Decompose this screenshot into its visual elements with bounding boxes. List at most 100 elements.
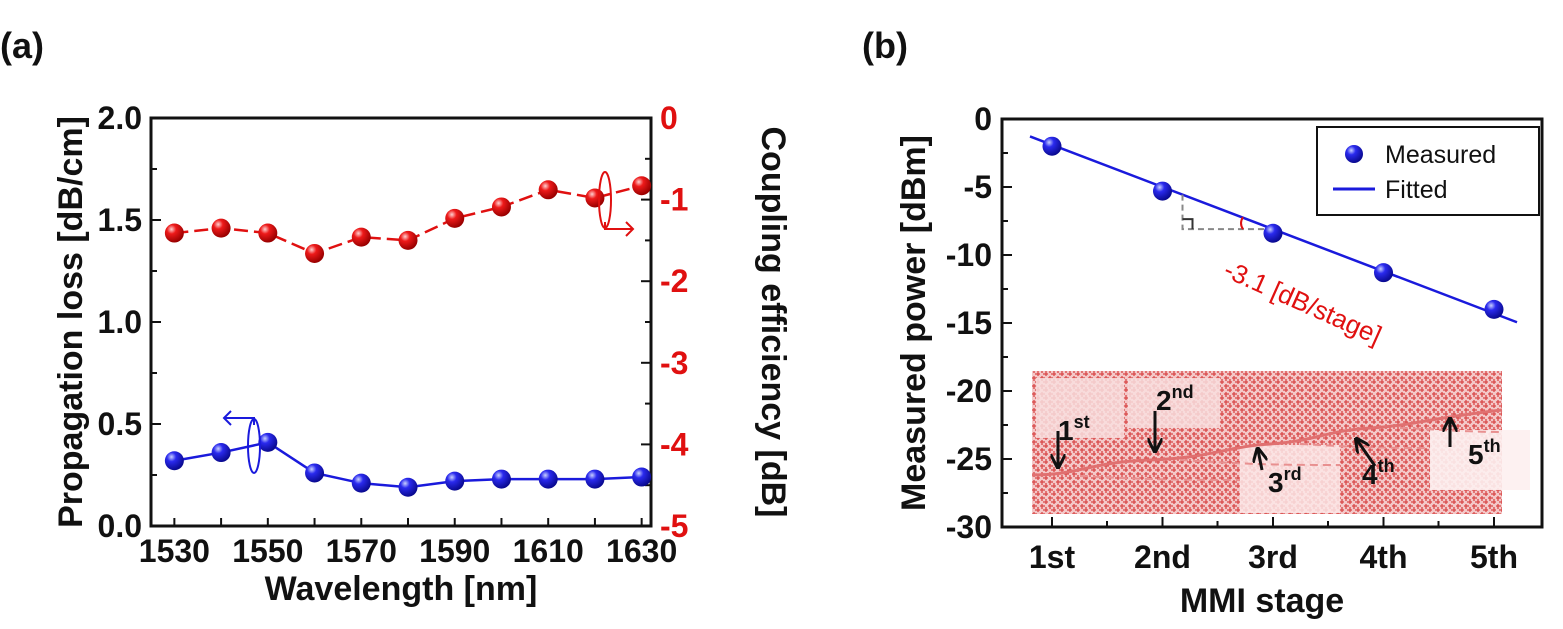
- x-tick-label-b: 3rd: [1248, 539, 1298, 575]
- panel-b-label: (b): [862, 25, 908, 66]
- coupling-efficiency-point: [538, 180, 558, 200]
- stage-arrow-icon: [1258, 450, 1262, 471]
- y-tick-label-b: 0: [974, 101, 992, 137]
- y-tick-label-b: -20: [946, 373, 992, 409]
- coupling-efficiency-point: [351, 227, 371, 247]
- y-axis-title-b: Measured power [dBm]: [895, 135, 933, 511]
- coupling-efficiency-point: [491, 197, 511, 217]
- right-axis-indicator-icon: [598, 171, 635, 237]
- x-tick-label-a: 1590: [419, 533, 490, 569]
- propagation-loss-point: [491, 469, 511, 489]
- stage-label-number: 2: [1156, 385, 1172, 416]
- stage-label-suffix: th: [1378, 456, 1395, 476]
- coupling-efficiency-point: [398, 230, 418, 250]
- left-tick-label-a: 1.0: [98, 304, 142, 340]
- right-tick-label-a: -3: [660, 345, 688, 381]
- x-tick-label-a: 1550: [232, 533, 303, 569]
- stage-label-suffix: nd: [1172, 382, 1194, 402]
- inset-pad: [1128, 378, 1220, 428]
- stage-label: 1st: [1058, 412, 1090, 446]
- x-tick-label-b: 5th: [1470, 539, 1518, 575]
- coupling-efficiency-point: [632, 176, 652, 196]
- stage-label: 5th: [1468, 436, 1501, 470]
- stage-arrow-icon: [1357, 440, 1377, 467]
- x-tick-label-a: 1630: [606, 533, 677, 569]
- stage-label-number: 4: [1362, 459, 1378, 490]
- y-tick-label-b: -10: [946, 237, 992, 273]
- coupling-efficiency-point: [258, 223, 278, 243]
- propagation-loss-point: [211, 443, 231, 463]
- measured-point: [1042, 136, 1062, 156]
- measured-point: [1153, 181, 1172, 201]
- x-tick-label-b: 4th: [1360, 539, 1408, 575]
- legend: Measured Fitted: [1316, 126, 1540, 216]
- left-axis-title-a: Propagation loss [dB/cm]: [52, 116, 90, 528]
- stage-label-suffix: st: [1074, 412, 1090, 432]
- panel-a-chart: 1530 1550 1570 1590 1610 1630 0.0 0.5 1.0 1.5 2.0 -…: [52, 100, 792, 608]
- panel-a-label: (a): [0, 25, 44, 66]
- left-tick-label-a: 0.5: [98, 406, 142, 442]
- right-tick-label-a: -2: [660, 263, 688, 299]
- right-angle-icon: [1182, 218, 1194, 230]
- x-axis-title-b: MMI stage: [1180, 582, 1344, 620]
- stage-label-suffix: rd: [1284, 464, 1302, 484]
- left-tick-label-a: 2.0: [98, 100, 142, 136]
- right-tick-label-a: -4: [660, 426, 689, 462]
- coupling-efficiency-point: [164, 223, 184, 243]
- left-tick-label-a: 1.5: [98, 202, 142, 238]
- stage-label: 3rd: [1268, 464, 1302, 498]
- slope-angle-arc: [1240, 216, 1244, 230]
- x-tick-label-a: 1570: [326, 533, 397, 569]
- stage-label-number: 3: [1268, 467, 1284, 498]
- plot-frame-a: [149, 116, 653, 528]
- stage-label-suffix: th: [1484, 436, 1501, 456]
- right-tick-label-a: 0: [660, 100, 678, 136]
- waveguide-path: [1031, 408, 1503, 477]
- y-tick-label-b: -5: [964, 169, 992, 205]
- propagation-loss-point: [398, 477, 418, 497]
- right-tick-label-a: -5: [660, 508, 688, 544]
- legend-box: [1316, 126, 1540, 216]
- inset-pad: [1430, 430, 1530, 490]
- right-axis-title-a: Coupling efficiency [dB]: [754, 127, 792, 518]
- propagation-loss-point: [164, 451, 184, 471]
- inset-pad: [1036, 378, 1124, 438]
- propagation-loss-point: [585, 469, 605, 489]
- stage-label: 4th: [1362, 456, 1395, 490]
- x-axis-title-a: Wavelength [nm]: [265, 570, 538, 608]
- coupling-efficiency-point: [211, 218, 231, 238]
- legend-measured-marker: [1345, 145, 1363, 163]
- x-tick-label-a: 1610: [513, 533, 584, 569]
- propagation-loss-point: [351, 473, 371, 493]
- propagation-loss-point: [305, 463, 325, 483]
- coupling-efficiency-point: [305, 243, 325, 263]
- propagation-loss-point: [258, 432, 278, 452]
- legend-measured-label: Measured: [1385, 141, 1496, 169]
- legend-fitted-label: Fitted: [1385, 176, 1448, 204]
- stage-label: 2nd: [1156, 382, 1194, 416]
- propagation-loss-point: [632, 467, 652, 487]
- y-tick-label-b: -15: [946, 305, 992, 341]
- measured-point: [1374, 263, 1393, 283]
- measured-point: [1263, 223, 1283, 243]
- x-tick-label-b: 2nd: [1134, 539, 1191, 575]
- coupling-efficiency-point: [445, 208, 465, 228]
- left-axis-indicator-icon: [222, 410, 261, 474]
- x-tick-label-b: 1st: [1029, 539, 1076, 575]
- right-tick-label-a: -1: [660, 182, 688, 218]
- y-tick-label-b: -30: [946, 509, 992, 545]
- stage-label-number: 5: [1468, 439, 1484, 470]
- coupling-efficiency-point: [585, 188, 605, 208]
- propagation-loss-point: [445, 471, 465, 491]
- slope-annotation: -3.1 [dB/stage]: [1220, 254, 1387, 350]
- waveguide-branches: [1079, 427, 1503, 481]
- measured-point: [1484, 299, 1504, 319]
- x-tick-label-a: 1530: [139, 533, 210, 569]
- left-tick-label-a: 0.0: [98, 508, 142, 544]
- y-tick-label-b: -25: [946, 441, 992, 477]
- propagation-loss-point: [538, 469, 558, 489]
- stage-label-number: 1: [1058, 415, 1074, 446]
